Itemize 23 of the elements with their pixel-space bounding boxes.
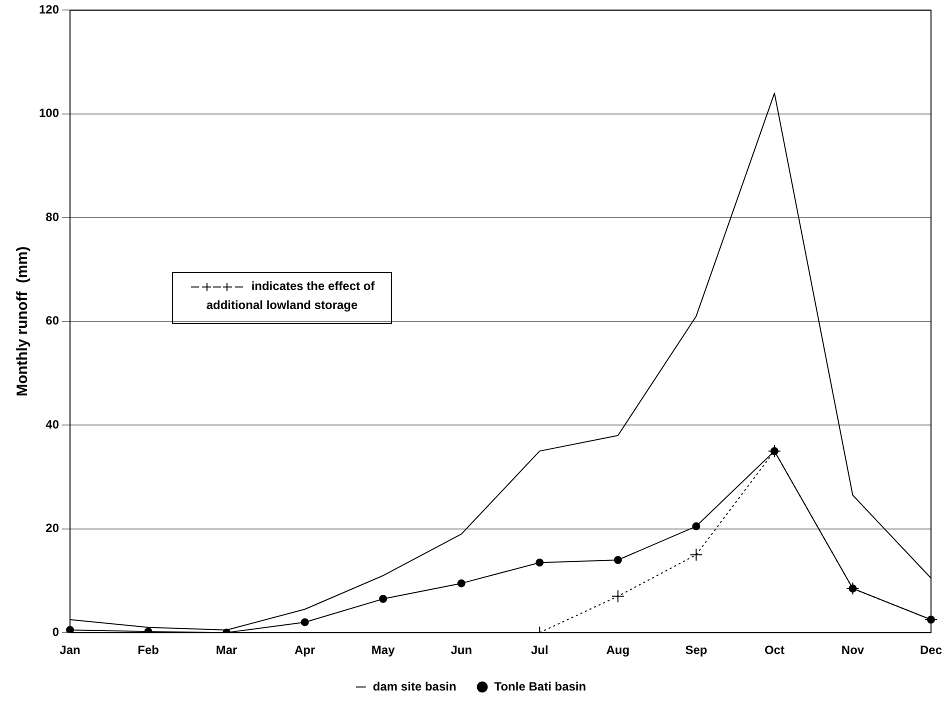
x-tick-label: May	[371, 643, 396, 658]
x-tick-label: Aug	[606, 643, 630, 658]
x-tick-label: Sep	[685, 643, 708, 658]
y-tick-label: 0	[52, 624, 60, 639]
x-tick-label: Jun	[450, 643, 472, 658]
x-tick-label: Jan	[60, 643, 80, 658]
x-tick-label: Nov	[841, 643, 864, 658]
x-tick-label: Feb	[138, 643, 159, 658]
legend-label: dam site basin	[372, 679, 456, 694]
legend-label: Tonle Bati basin	[494, 679, 586, 694]
y-tick-label: 40	[46, 417, 60, 432]
y-tick-label: 80	[46, 210, 60, 224]
x-tick-label: Oct	[764, 643, 784, 658]
y-tick-label: 100	[38, 106, 60, 120]
x-tick-label: Dec	[920, 643, 942, 658]
annotation: indicates the effect of additional lowland storage	[206, 279, 375, 312]
y-tick-label: 120	[38, 2, 60, 17]
y-tick-label: 20	[46, 521, 60, 536]
x-tick-label: Apr	[294, 643, 316, 658]
y-tick-label: 60	[46, 314, 60, 328]
y-axis-title: Monthly runoff (mm)	[14, 246, 32, 396]
x-tick-label: Mar	[216, 643, 238, 658]
x-tick-label: Jul	[530, 643, 548, 658]
